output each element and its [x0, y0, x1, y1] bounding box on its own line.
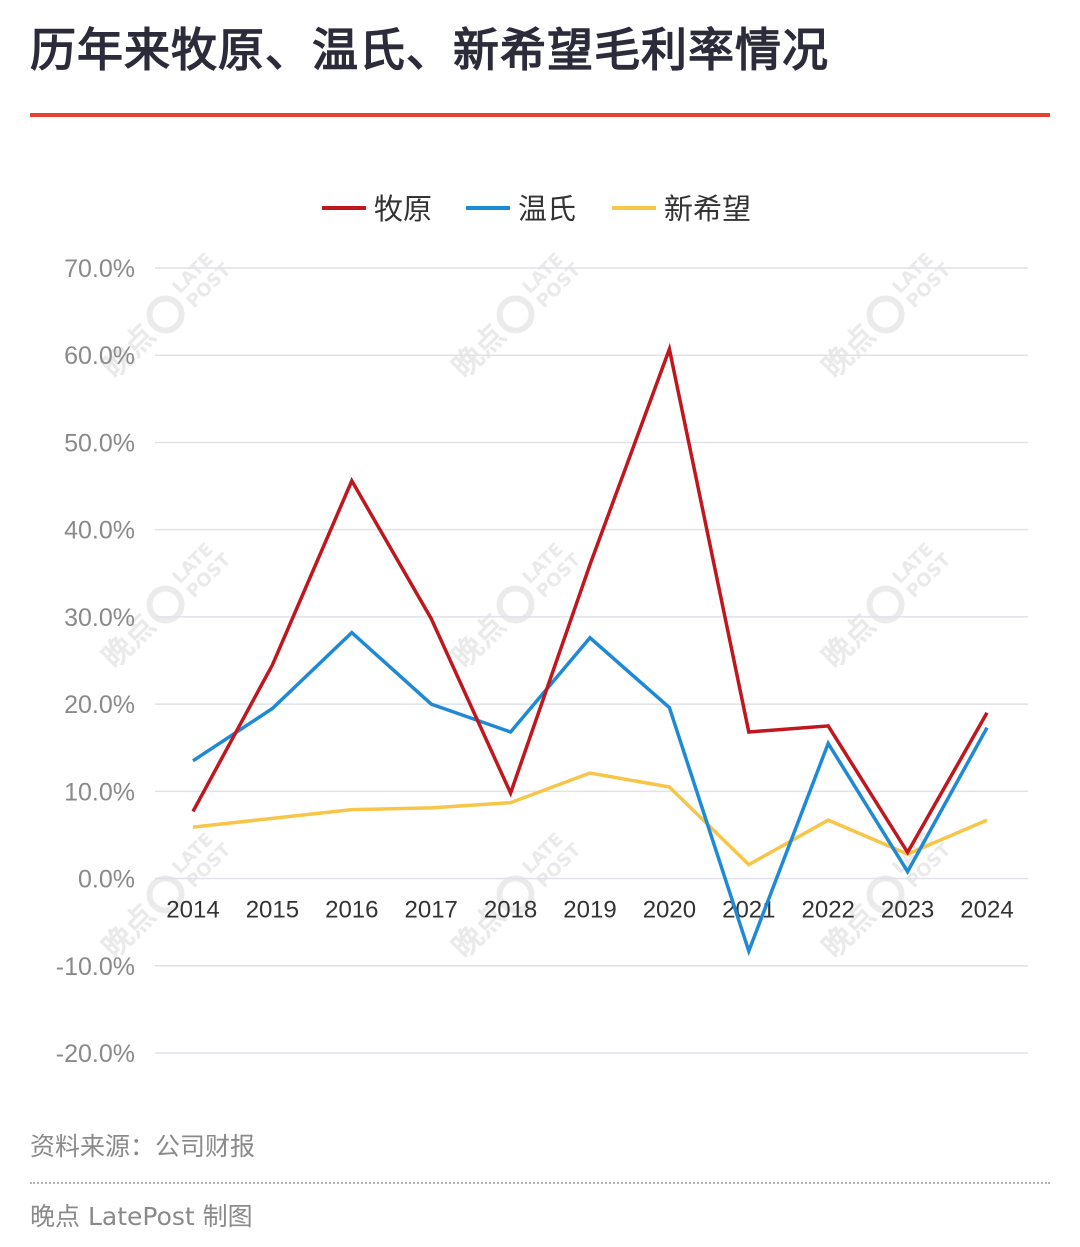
watermark-logo: [146, 295, 185, 334]
title-divider: [30, 113, 1050, 117]
watermark-logo: [496, 295, 535, 334]
y-axis: -20.0% -10.0% 0.0% 10.0% 20.0% 30.0% 40.0% 50.0…: [56, 255, 135, 1068]
series-line-0: [191, 342, 989, 856]
x-tick-label: 2024: [960, 897, 1013, 924]
watermark-logo: [146, 875, 185, 914]
legend-label: 温氏: [518, 192, 576, 226]
y-tick-label: 50.0%: [64, 429, 135, 457]
x-tick-label: 2015: [246, 897, 299, 924]
credit-note: 晚点 LatePost 制图: [30, 1202, 253, 1231]
legend-label: 新希望: [664, 192, 751, 226]
y-tick-label: 70.0%: [64, 255, 135, 283]
y-tick-label: 60.0%: [64, 342, 135, 370]
y-tick-label: 40.0%: [64, 517, 135, 545]
x-tick-label: 2017: [405, 897, 458, 924]
y-tick-label: -10.0%: [56, 953, 135, 981]
x-axis: 2014 2015 2016 2017 2018 2019 2020 2021 2022 2023…: [166, 897, 1013, 924]
watermark-logo: [496, 875, 535, 914]
page-title: 历年来牧原、温氏、新希望毛利率情况: [30, 23, 829, 77]
watermark-logo: [866, 295, 905, 334]
y-tick-label: 30.0%: [64, 604, 135, 632]
series-lines: [191, 342, 989, 957]
series-line-2: [192, 771, 988, 867]
source-note: 资料来源：公司财报: [30, 1132, 256, 1161]
watermark-logo: [146, 585, 185, 624]
x-tick-label: 2014: [166, 897, 219, 924]
dotted-divider: [30, 1182, 1050, 1184]
grid-lines: [155, 267, 1028, 1054]
x-tick-label: 2018: [484, 897, 537, 924]
watermark-logo: [866, 875, 905, 914]
y-tick-label: 10.0%: [64, 778, 135, 806]
y-tick-label: 0.0%: [78, 866, 135, 894]
x-tick-label: 2019: [563, 897, 616, 924]
legend: 牧原 温氏 新希望: [322, 192, 751, 226]
x-tick-label: 2023: [881, 897, 934, 924]
watermark-logo: [496, 585, 535, 624]
y-tick-label: -20.0%: [56, 1040, 135, 1068]
legend-label: 牧原: [374, 192, 432, 226]
x-tick-label: 2022: [802, 897, 855, 924]
y-tick-label: 20.0%: [64, 691, 135, 719]
series-line-1: [192, 630, 989, 957]
watermark-logo: [866, 585, 905, 624]
x-tick-label: 2016: [325, 897, 378, 924]
x-tick-label: 2020: [643, 897, 696, 924]
